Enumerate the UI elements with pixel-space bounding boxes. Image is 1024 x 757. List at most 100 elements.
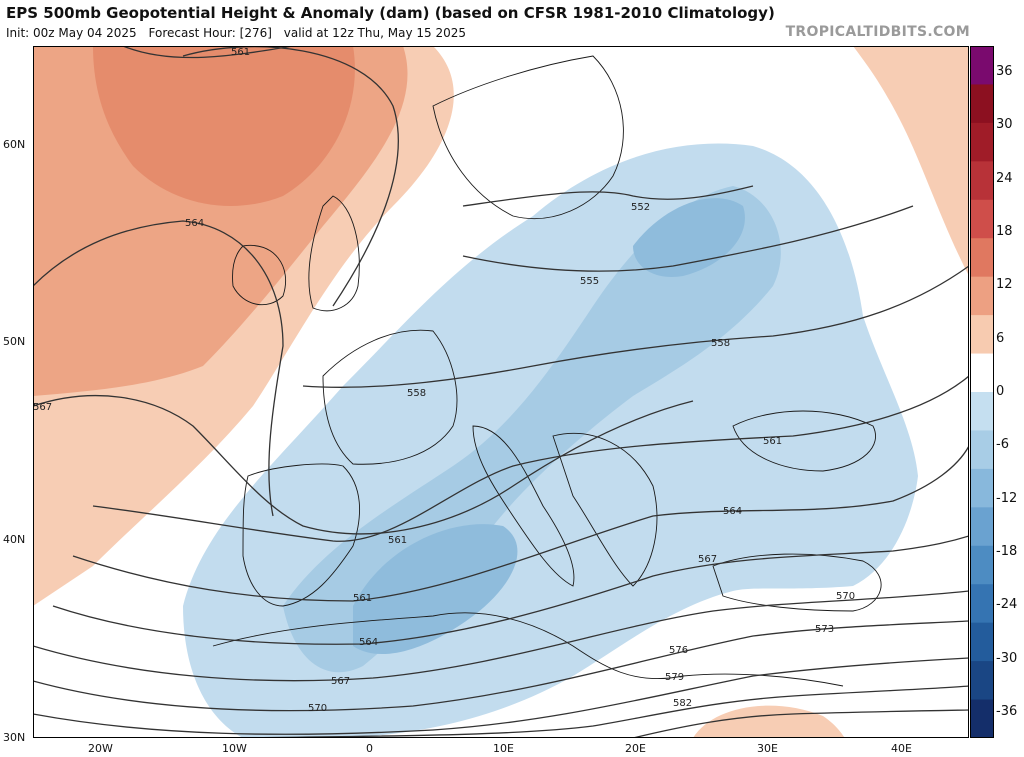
lon-label: 0 bbox=[366, 742, 373, 755]
black-sea-coast bbox=[732, 410, 876, 472]
colorbar-label: 0 bbox=[996, 384, 1005, 399]
scandinavia-coast bbox=[432, 55, 624, 220]
contour-label: 564 bbox=[185, 218, 204, 229]
contour-567 bbox=[33, 394, 694, 535]
colorbar-swatch bbox=[970, 507, 994, 547]
contour-561-mid bbox=[92, 375, 969, 542]
lon-label: 20W bbox=[88, 742, 113, 755]
contour-555 bbox=[462, 205, 914, 272]
colorbar-swatch bbox=[970, 584, 994, 624]
contour-label: 567 bbox=[331, 676, 350, 687]
contour-label: 552 bbox=[631, 202, 650, 213]
map-canvas: 561 564 567 552 555 558 558 561 561 564 … bbox=[33, 46, 969, 738]
contour-label: 561 bbox=[388, 535, 407, 546]
contour-567-south bbox=[52, 535, 969, 645]
colorbar-swatch bbox=[970, 353, 994, 393]
colorbar-swatch bbox=[970, 84, 994, 124]
colorbar-label: -30 bbox=[996, 650, 1018, 666]
forecast-hour: Forecast Hour: [276] bbox=[148, 26, 272, 40]
negative-anomaly-18 bbox=[353, 524, 518, 655]
colorbar-swatch bbox=[970, 161, 994, 201]
contour-label: 570 bbox=[836, 591, 855, 602]
map-subtitle: Init: 00z May 04 2025 Forecast Hour: [27… bbox=[6, 26, 474, 40]
colorbar-label: -24 bbox=[996, 597, 1018, 613]
colorbar-label: 24 bbox=[996, 170, 1013, 186]
map-title: EPS 500mb Geopotential Height & Anomaly … bbox=[6, 4, 775, 22]
colorbar-swatch bbox=[970, 276, 994, 316]
colorbar-swatch bbox=[970, 545, 994, 585]
lat-label: 60N bbox=[3, 138, 26, 151]
balkans-coast bbox=[552, 433, 658, 587]
colorbar-label: 30 bbox=[996, 117, 1013, 133]
colorbar-label: 12 bbox=[996, 277, 1013, 293]
lat-label: 40N bbox=[3, 533, 26, 546]
contour-label-group: 561 564 567 552 555 558 558 561 561 564 … bbox=[33, 47, 855, 714]
contour-573 bbox=[33, 620, 969, 712]
contour-label: 558 bbox=[407, 388, 426, 399]
contour-label: 582 bbox=[673, 698, 692, 709]
contour-552 bbox=[462, 185, 754, 207]
init-time: Init: 00z May 04 2025 bbox=[6, 26, 137, 40]
colorbar-swatch bbox=[970, 46, 994, 85]
height-contours bbox=[33, 46, 969, 738]
colorbar-swatch bbox=[970, 699, 994, 738]
contour-label: 564 bbox=[359, 637, 378, 648]
contour-570 bbox=[33, 590, 969, 682]
map-frame bbox=[33, 46, 969, 738]
contour-label: 567 bbox=[698, 554, 717, 565]
italy-coast bbox=[472, 425, 575, 587]
lon-label: 30E bbox=[757, 742, 778, 755]
contour-564 bbox=[72, 445, 969, 602]
france-coast bbox=[322, 329, 458, 465]
contour-576 bbox=[33, 657, 969, 735]
lat-label: 50N bbox=[3, 335, 26, 348]
positive-anomaly-18 bbox=[93, 46, 355, 206]
iberia-coast bbox=[242, 463, 361, 607]
contour-label: 561 bbox=[353, 593, 372, 604]
colorbar-swatch bbox=[970, 468, 994, 508]
valid-time: valid at 12z Thu, May 15 2025 bbox=[283, 26, 466, 40]
colorbar-label: 6 bbox=[996, 330, 1005, 346]
contour-label: 576 bbox=[669, 645, 688, 656]
contour-582 bbox=[632, 709, 969, 738]
colorbar bbox=[970, 46, 994, 738]
coastlines bbox=[212, 55, 882, 687]
contour-579 bbox=[232, 685, 969, 738]
contour-label: 561 bbox=[763, 436, 782, 447]
positive-anomaly-ne bbox=[853, 46, 969, 276]
contour-label: 579 bbox=[665, 672, 684, 683]
contour-label: 573 bbox=[815, 624, 834, 635]
contour-label: 555 bbox=[580, 276, 599, 287]
lat-label: 30N bbox=[3, 731, 26, 744]
colorbar-label: -36 bbox=[996, 704, 1018, 719]
colorbar-label: -18 bbox=[996, 544, 1018, 559]
contour-label: 564 bbox=[723, 506, 742, 517]
colorbar-label: 36 bbox=[996, 64, 1013, 79]
lon-label: 10W bbox=[222, 742, 247, 755]
lon-label: 10E bbox=[493, 742, 514, 755]
colorbar-label: -12 bbox=[996, 490, 1018, 506]
contour-label: 567 bbox=[33, 402, 52, 413]
site-credit: TROPICALTIDBITS.COM bbox=[785, 24, 970, 40]
great-britain-coast bbox=[308, 195, 360, 312]
contour-label: 561 bbox=[231, 47, 250, 58]
colorbar-swatch bbox=[970, 122, 994, 162]
colorbar-swatch bbox=[970, 661, 994, 701]
contour-label: 558 bbox=[711, 338, 730, 349]
lon-label: 40E bbox=[891, 742, 912, 755]
colorbar-label: -6 bbox=[996, 437, 1009, 453]
colorbar-swatch bbox=[970, 315, 994, 355]
colorbar-swatch bbox=[970, 199, 994, 239]
colorbar-label: 18 bbox=[996, 224, 1013, 239]
contour-564-west bbox=[33, 220, 284, 517]
north-africa-coast bbox=[212, 612, 844, 687]
colorbar-swatch bbox=[970, 430, 994, 470]
contour-558 bbox=[302, 265, 969, 388]
contour-label: 570 bbox=[308, 703, 327, 714]
colorbar-swatch bbox=[970, 622, 994, 662]
colorbar-frame bbox=[970, 46, 994, 738]
ireland-coast bbox=[232, 244, 287, 306]
lon-label: 20E bbox=[625, 742, 646, 755]
colorbar-swatch bbox=[970, 238, 994, 278]
colorbar-swatch bbox=[970, 392, 994, 431]
